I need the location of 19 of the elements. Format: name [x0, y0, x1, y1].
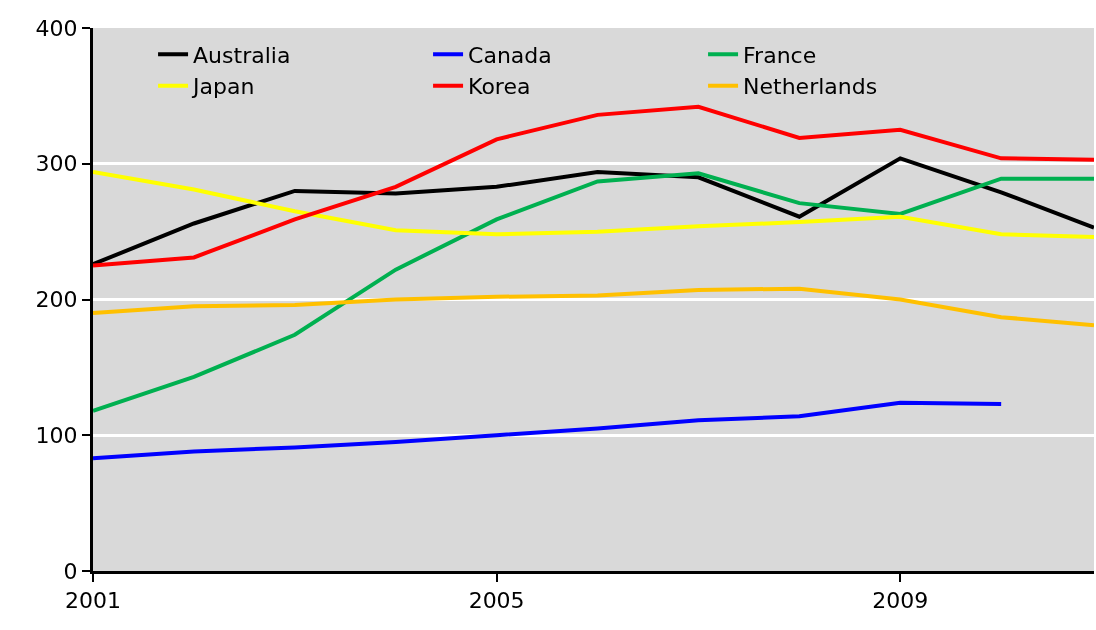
legend-label: Japan — [191, 74, 255, 100]
line-series — [93, 400, 1004, 461]
line-series — [93, 104, 1094, 268]
y-tick-label: 400 — [35, 15, 78, 41]
x-tick-label: 2005 — [468, 588, 525, 614]
line-series — [93, 169, 1094, 240]
y-tick-label: 200 — [35, 287, 78, 313]
line-series — [93, 171, 1094, 413]
legend-label: Korea — [468, 74, 531, 100]
line-series — [93, 286, 1094, 328]
y-tick-label: 100 — [35, 422, 78, 448]
x-tick-label: 2009 — [872, 588, 929, 614]
y-tick-label: 300 — [35, 151, 78, 177]
legend-label: Netherlands — [743, 74, 878, 100]
legend-label: France — [743, 42, 817, 68]
legend-label: Canada — [468, 42, 552, 68]
y-tick-label: 0 — [63, 558, 78, 584]
x-tick-label: 2001 — [65, 588, 121, 614]
legend-label: Australia — [193, 42, 291, 68]
